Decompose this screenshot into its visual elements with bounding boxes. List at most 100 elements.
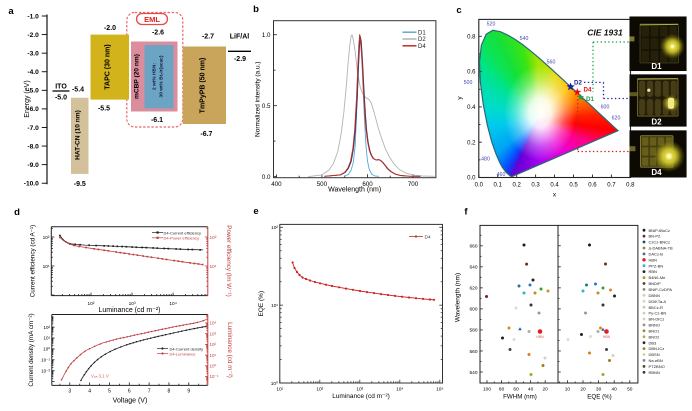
svg-text:-5.0: -5.0 <box>55 95 67 102</box>
svg-text:x: x <box>553 192 557 199</box>
svg-text:BNNO: BNNO <box>649 323 661 328</box>
svg-text:e: e <box>253 206 258 217</box>
svg-text:DBN-ICz: DBN-ICz <box>649 346 665 351</box>
svg-text:-6.7: -6.7 <box>200 131 212 138</box>
svg-text:10: 10 <box>565 387 571 393</box>
svg-text:D1: D1 <box>651 62 662 71</box>
svg-text:D4-Power efficiency: D4-Power efficiency <box>164 236 200 241</box>
svg-text:20: 20 <box>543 387 549 393</box>
svg-text:620: 620 <box>469 286 477 292</box>
svg-text:LiF/Al: LiF/Al <box>230 34 249 41</box>
svg-text:TAPC (30 nm): TAPC (30 nm) <box>105 44 112 89</box>
svg-text:-5.0: -5.0 <box>27 88 39 95</box>
svg-text:-6.0: -6.0 <box>27 106 39 113</box>
svg-text:10⁴: 10⁴ <box>210 321 217 326</box>
svg-text:10¹: 10¹ <box>276 387 283 393</box>
svg-text:FWHM (nm): FWHM (nm) <box>503 394 537 401</box>
svg-text:0.0: 0.0 <box>467 176 476 182</box>
svg-text:Luminance (cd m⁻²): Luminance (cd m⁻²) <box>98 307 160 314</box>
svg-text:10⁻¹: 10⁻¹ <box>41 358 50 363</box>
svg-text:460: 460 <box>497 172 506 178</box>
svg-text:400: 400 <box>271 181 282 188</box>
svg-text:80: 80 <box>499 387 505 393</box>
svg-text:660: 660 <box>469 244 477 250</box>
svg-text:40: 40 <box>528 387 534 393</box>
svg-text:1.0: 1.0 <box>262 32 271 39</box>
svg-text:0.2: 0.2 <box>467 140 476 146</box>
svg-text:Wavelength (nm): Wavelength (nm) <box>455 273 462 322</box>
svg-text:DBNN: DBNN <box>649 293 660 298</box>
svg-text:-4.0: -4.0 <box>27 69 39 76</box>
svg-text:Wavelength (nm): Wavelength (nm) <box>328 187 381 194</box>
svg-text:ITO: ITO <box>55 84 67 91</box>
svg-text:-5.5: -5.5 <box>98 106 110 113</box>
svg-text:60: 60 <box>513 387 519 393</box>
svg-text:Normalized intensity (a.u.): Normalized intensity (a.u.) <box>255 61 262 137</box>
svg-text:Energy (eV): Energy (eV) <box>24 80 31 117</box>
svg-text:BBCz-R: BBCz-R <box>649 305 664 310</box>
svg-text:10²: 10² <box>210 342 217 347</box>
svg-text:a: a <box>8 6 14 17</box>
svg-text:D4-Current efficiency: D4-Current efficiency <box>164 230 202 235</box>
svg-text:D4: D4 <box>651 168 662 177</box>
svg-text:640: 640 <box>469 265 477 271</box>
svg-text:0.6: 0.6 <box>588 182 597 188</box>
svg-text:Na-eBN: Na-eBN <box>649 358 663 363</box>
svg-text:HAT-CN (10 nm): HAT-CN (10 nm) <box>75 110 82 160</box>
svg-text:CzCz-BNCz: CzCz-BNCz <box>649 240 671 245</box>
svg-text:Current efficiency (cd A⁻¹): Current efficiency (cd A⁻¹) <box>30 225 37 298</box>
svg-text:560: 560 <box>547 60 556 66</box>
svg-text:10⁴: 10⁴ <box>396 387 403 393</box>
svg-text:480: 480 <box>481 157 490 163</box>
svg-text:D4: D4 <box>584 87 592 94</box>
svg-text:D1: D1 <box>586 96 594 103</box>
svg-text:b: b <box>253 4 259 15</box>
svg-text:20: 20 <box>580 387 586 393</box>
svg-text:10³: 10³ <box>129 301 136 307</box>
svg-text:10²: 10² <box>43 235 50 241</box>
svg-text:600: 600 <box>601 105 610 111</box>
svg-text:-1.0: -1.0 <box>27 13 39 20</box>
svg-text:RBN: RBN <box>649 269 658 274</box>
svg-text:10³: 10³ <box>210 331 217 336</box>
svg-text:9: 9 <box>187 389 190 395</box>
svg-text:10¹: 10¹ <box>210 353 217 358</box>
svg-text:Py-Cz-BN: Py-Cz-BN <box>649 311 667 316</box>
svg-text:540: 540 <box>520 36 529 42</box>
svg-text:10⁻¹: 10⁻¹ <box>210 374 219 379</box>
svg-text:560: 560 <box>469 349 477 355</box>
svg-text:BNO1: BNO1 <box>649 328 661 333</box>
svg-text:0.4: 0.4 <box>550 182 559 188</box>
svg-text:700: 700 <box>408 181 419 188</box>
svg-text:0.7: 0.7 <box>607 182 616 188</box>
svg-text:-9.5: -9.5 <box>74 181 86 188</box>
svg-text:BNO2: BNO2 <box>649 334 661 339</box>
svg-text:0.0: 0.0 <box>262 174 271 181</box>
svg-text:-7.0: -7.0 <box>27 125 39 132</box>
svg-text:BNDIP: BNDIP <box>649 281 662 286</box>
svg-text:0.5: 0.5 <box>262 103 271 110</box>
svg-text:30 wt% Bt₂Ir(acac): 30 wt% Bt₂Ir(acac) <box>159 55 165 97</box>
svg-text:0.8: 0.8 <box>626 182 635 188</box>
svg-text:10¹: 10¹ <box>43 264 50 270</box>
svg-text:y: y <box>457 96 464 100</box>
svg-text:8: 8 <box>168 389 171 395</box>
svg-text:D4: D4 <box>418 44 426 50</box>
svg-text:3: 3 <box>68 389 71 395</box>
svg-text:10⁴: 10⁴ <box>169 301 176 307</box>
svg-text:-2.0: -2.0 <box>104 25 116 32</box>
svg-text:10⁵: 10⁵ <box>436 387 443 393</box>
svg-text:0.6: 0.6 <box>467 70 476 76</box>
svg-text:HBN: HBN <box>603 335 611 339</box>
svg-text:520: 520 <box>487 22 496 28</box>
svg-text:0.3: 0.3 <box>531 182 540 188</box>
svg-text:D2: D2 <box>651 117 662 126</box>
svg-text:10²: 10² <box>43 325 50 330</box>
svg-text:10²: 10² <box>316 387 323 393</box>
svg-text:D1: D1 <box>418 30 426 36</box>
svg-text:Luminance (cd m⁻²): Luminance (cd m⁻²) <box>332 393 390 400</box>
svg-text:HBN: HBN <box>649 257 658 262</box>
svg-text:10¹: 10¹ <box>271 303 278 309</box>
svg-text:30: 30 <box>596 387 602 393</box>
svg-text:620: 620 <box>612 116 621 122</box>
